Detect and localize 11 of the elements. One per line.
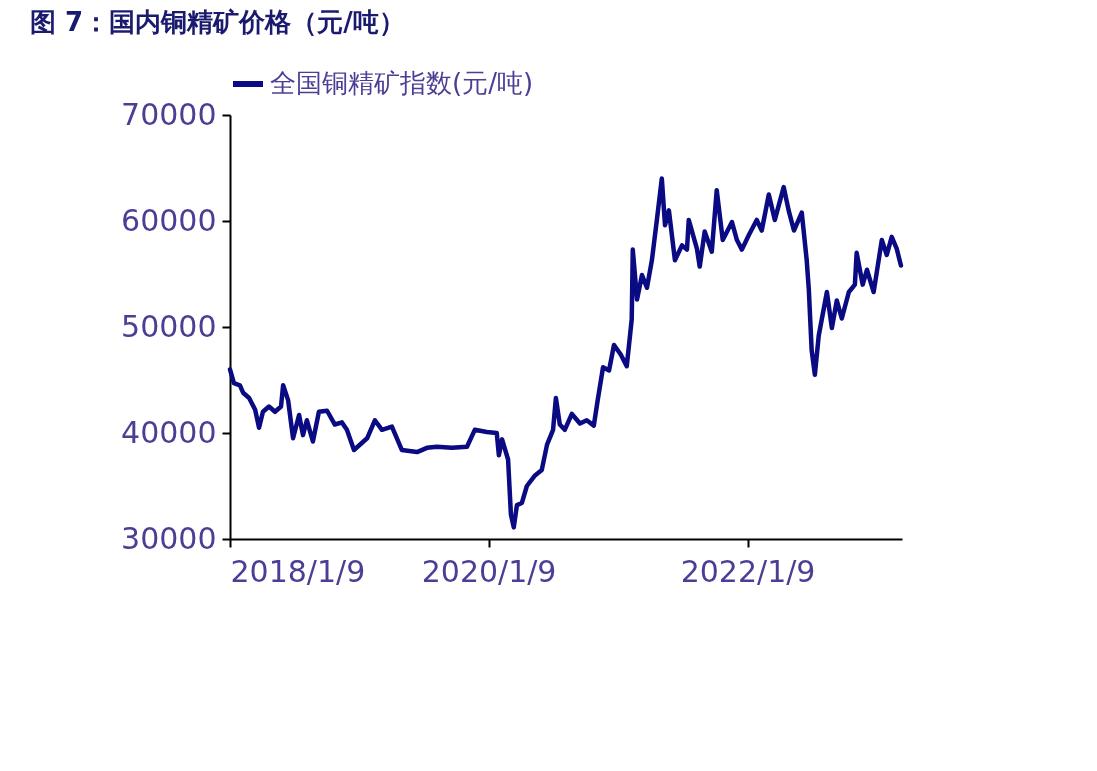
x-tick-label: 2020/1/9 [421, 553, 557, 589]
line-series [227, 176, 904, 530]
x-tick-label: 2018/1/9 [230, 553, 366, 589]
x-tick-label: 2022/1/9 [680, 553, 816, 589]
y-tick-label: 60000 [121, 202, 217, 238]
y-tick-label: 30000 [121, 520, 217, 556]
chart-title: 图 7：国内铜精矿价格（元/吨） [30, 7, 405, 37]
legend-label: 全国铜精矿指数(元/吨) [270, 68, 534, 98]
y-tick-label: 70000 [121, 96, 217, 132]
y-tick-label: 40000 [121, 414, 217, 450]
y-tick-label: 50000 [121, 308, 217, 344]
